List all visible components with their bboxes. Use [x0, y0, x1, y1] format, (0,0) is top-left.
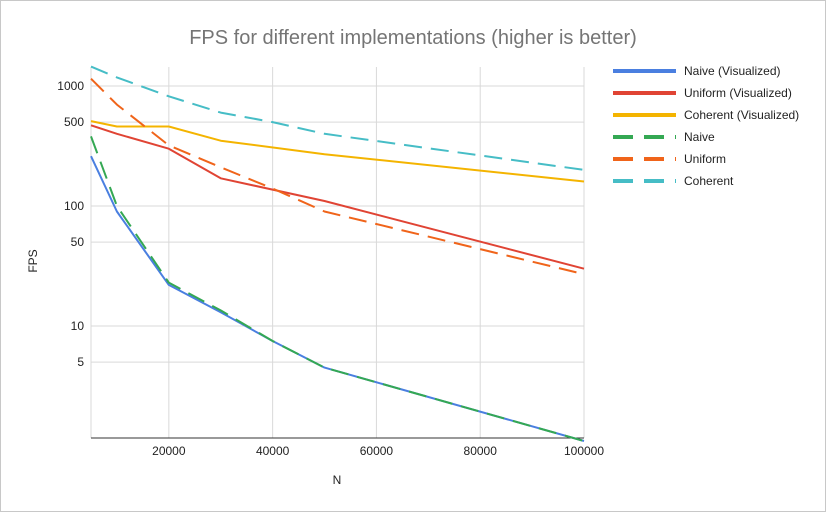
x-tick-label: 60000: [360, 444, 394, 458]
legend-label: Naive: [684, 130, 715, 144]
series-lines: [90, 65, 585, 442]
x-axis-ticks: 20000 40000 60000 80000 100000: [152, 444, 604, 458]
x-axis-title: N: [333, 473, 342, 487]
chart-title: FPS for different implementations (highe…: [189, 27, 637, 49]
legend-label: Uniform: [684, 152, 726, 166]
series-line-coherent-visualized: [90, 120, 585, 183]
y-tick-label: 5: [77, 355, 84, 369]
y-tick-label: 1000: [57, 79, 84, 93]
series-line-uniform-visualized: [90, 124, 585, 270]
x-tick-label: 20000: [152, 444, 186, 458]
legend-label: Naive (Visualized): [684, 64, 781, 78]
y-axis-ticks: 5 10 50 100 500 1000: [57, 79, 84, 369]
grid: [90, 67, 585, 439]
y-tick-label: 10: [71, 319, 85, 333]
x-tick-label: 80000: [464, 444, 498, 458]
series-line-uniform: [90, 77, 585, 276]
legend-label: Coherent: [684, 174, 734, 188]
y-tick-label: 500: [64, 115, 84, 129]
series-line-naive: [90, 136, 585, 442]
x-tick-label: 40000: [256, 444, 290, 458]
y-tick-label: 100: [64, 199, 84, 213]
legend: Naive (Visualized) Uniform (Visualized) Co…: [613, 64, 799, 188]
y-axis-title: FPS: [26, 249, 40, 272]
series-line-naive-visualized: [90, 155, 585, 442]
legend-label: Uniform (Visualized): [684, 86, 792, 100]
y-tick-label: 50: [71, 235, 85, 249]
x-tick-label: 100000: [564, 444, 604, 458]
legend-label: Coherent (Visualized): [684, 108, 799, 122]
series-line-coherent: [90, 65, 585, 171]
